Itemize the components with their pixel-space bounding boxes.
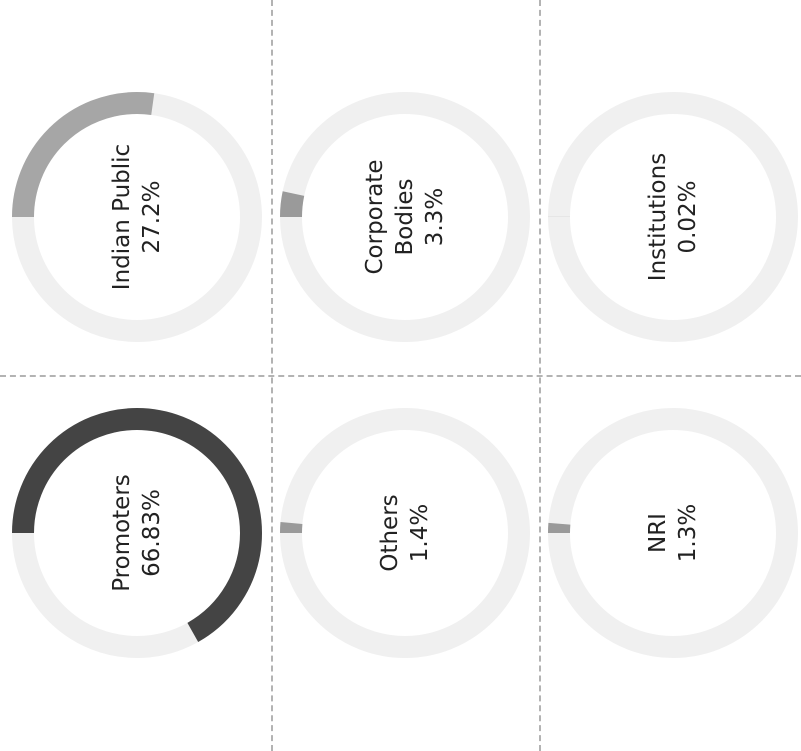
donut-text: Corporate Bodies 3.3% xyxy=(360,127,450,307)
share-value: 1.3% xyxy=(675,503,701,563)
donut-arc xyxy=(280,92,530,342)
share-value: 0.02% xyxy=(675,180,701,254)
share-value: 3.3% xyxy=(422,187,448,247)
share-label: Indian Public xyxy=(109,143,135,291)
share-label: Promoters xyxy=(109,474,135,592)
share-card: Corporate Bodies 3.3% xyxy=(268,0,536,375)
share-card: Indian Public 27.2% xyxy=(0,0,268,375)
donut xyxy=(548,92,798,342)
share-value: 27.2% xyxy=(139,180,165,254)
share-card: NRI 1.3% xyxy=(536,316,801,691)
share-label: Others xyxy=(377,494,403,572)
share-label: Corporate Bodies xyxy=(362,159,418,275)
donut-arc xyxy=(12,408,262,658)
share-value: 1.4% xyxy=(407,503,433,563)
share-label: Institutions xyxy=(645,152,671,282)
donut-arc xyxy=(12,92,262,342)
donut-arc xyxy=(548,92,798,342)
share-card: Institutions 0.02% xyxy=(536,0,801,375)
donut-text: Promoters 66.83% xyxy=(107,443,167,623)
donut-text: Indian Public 27.2% xyxy=(107,127,167,307)
share-card: Promoters 66.83% xyxy=(0,316,268,691)
donut-arc xyxy=(280,408,530,658)
share-label: NRI xyxy=(645,513,671,553)
donut xyxy=(280,408,530,658)
donut-text: NRI 1.3% xyxy=(643,443,703,623)
divider xyxy=(0,375,801,377)
donut-text: Others 1.4% xyxy=(375,443,435,623)
share-value: 66.83% xyxy=(139,489,165,577)
donut xyxy=(280,92,530,342)
donut-text: Institutions 0.02% xyxy=(643,127,703,307)
share-card: Others 1.4% xyxy=(268,316,536,691)
donut xyxy=(12,92,262,342)
donut-arc xyxy=(548,408,798,658)
donut xyxy=(548,408,798,658)
donut xyxy=(12,408,262,658)
